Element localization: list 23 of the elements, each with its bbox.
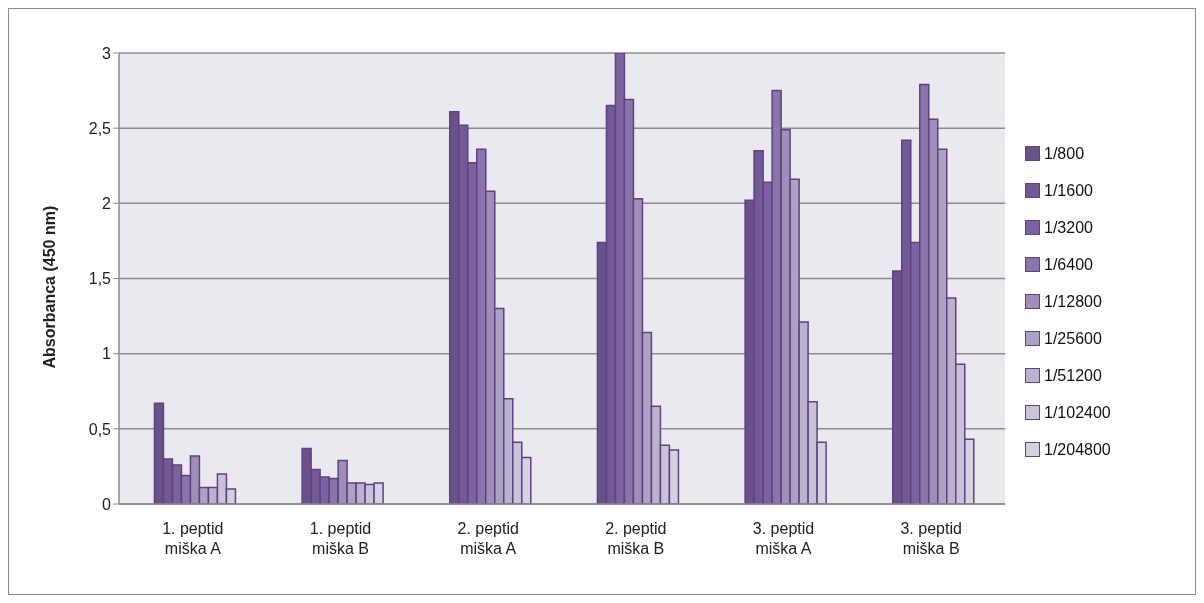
x-tick-label: 1. peptid miška A [162,520,224,557]
y-tick-label: 1,5 [88,270,112,288]
y-tick-label: 0,5 [88,420,112,438]
legend-label: 1/51200 [1044,366,1102,385]
x-tick-label: 1. peptid miška B [309,520,372,557]
y-tick-label: 0 [102,495,112,513]
x-tick-label: 3. peptid miška B [900,520,962,557]
legend-label: 1/25600 [1044,329,1102,348]
x-tick-label: 2. peptid miška A [457,520,519,557]
y-tick-label: 3 [102,44,112,62]
y-tick-label: 2 [102,195,112,213]
x-tick-label: 2. peptid miška B [605,520,667,557]
legend-label: 1/102400 [1044,403,1111,422]
y-axis-title: Absorbanca (450 nm) [40,205,58,369]
legend-label: 1/6400 [1044,255,1093,274]
legend-label: 1/12800 [1044,292,1102,311]
legend-label: 1/1600 [1044,181,1093,200]
legend-label: 1/3200 [1044,218,1093,237]
y-tick-label: 1 [102,345,112,363]
legend-label: 1/800 [1044,144,1085,163]
x-tick-label: 3. peptid miška A [752,520,815,557]
legend-label: 1/204800 [1044,440,1111,459]
y-tick-label: 2,5 [88,119,112,137]
